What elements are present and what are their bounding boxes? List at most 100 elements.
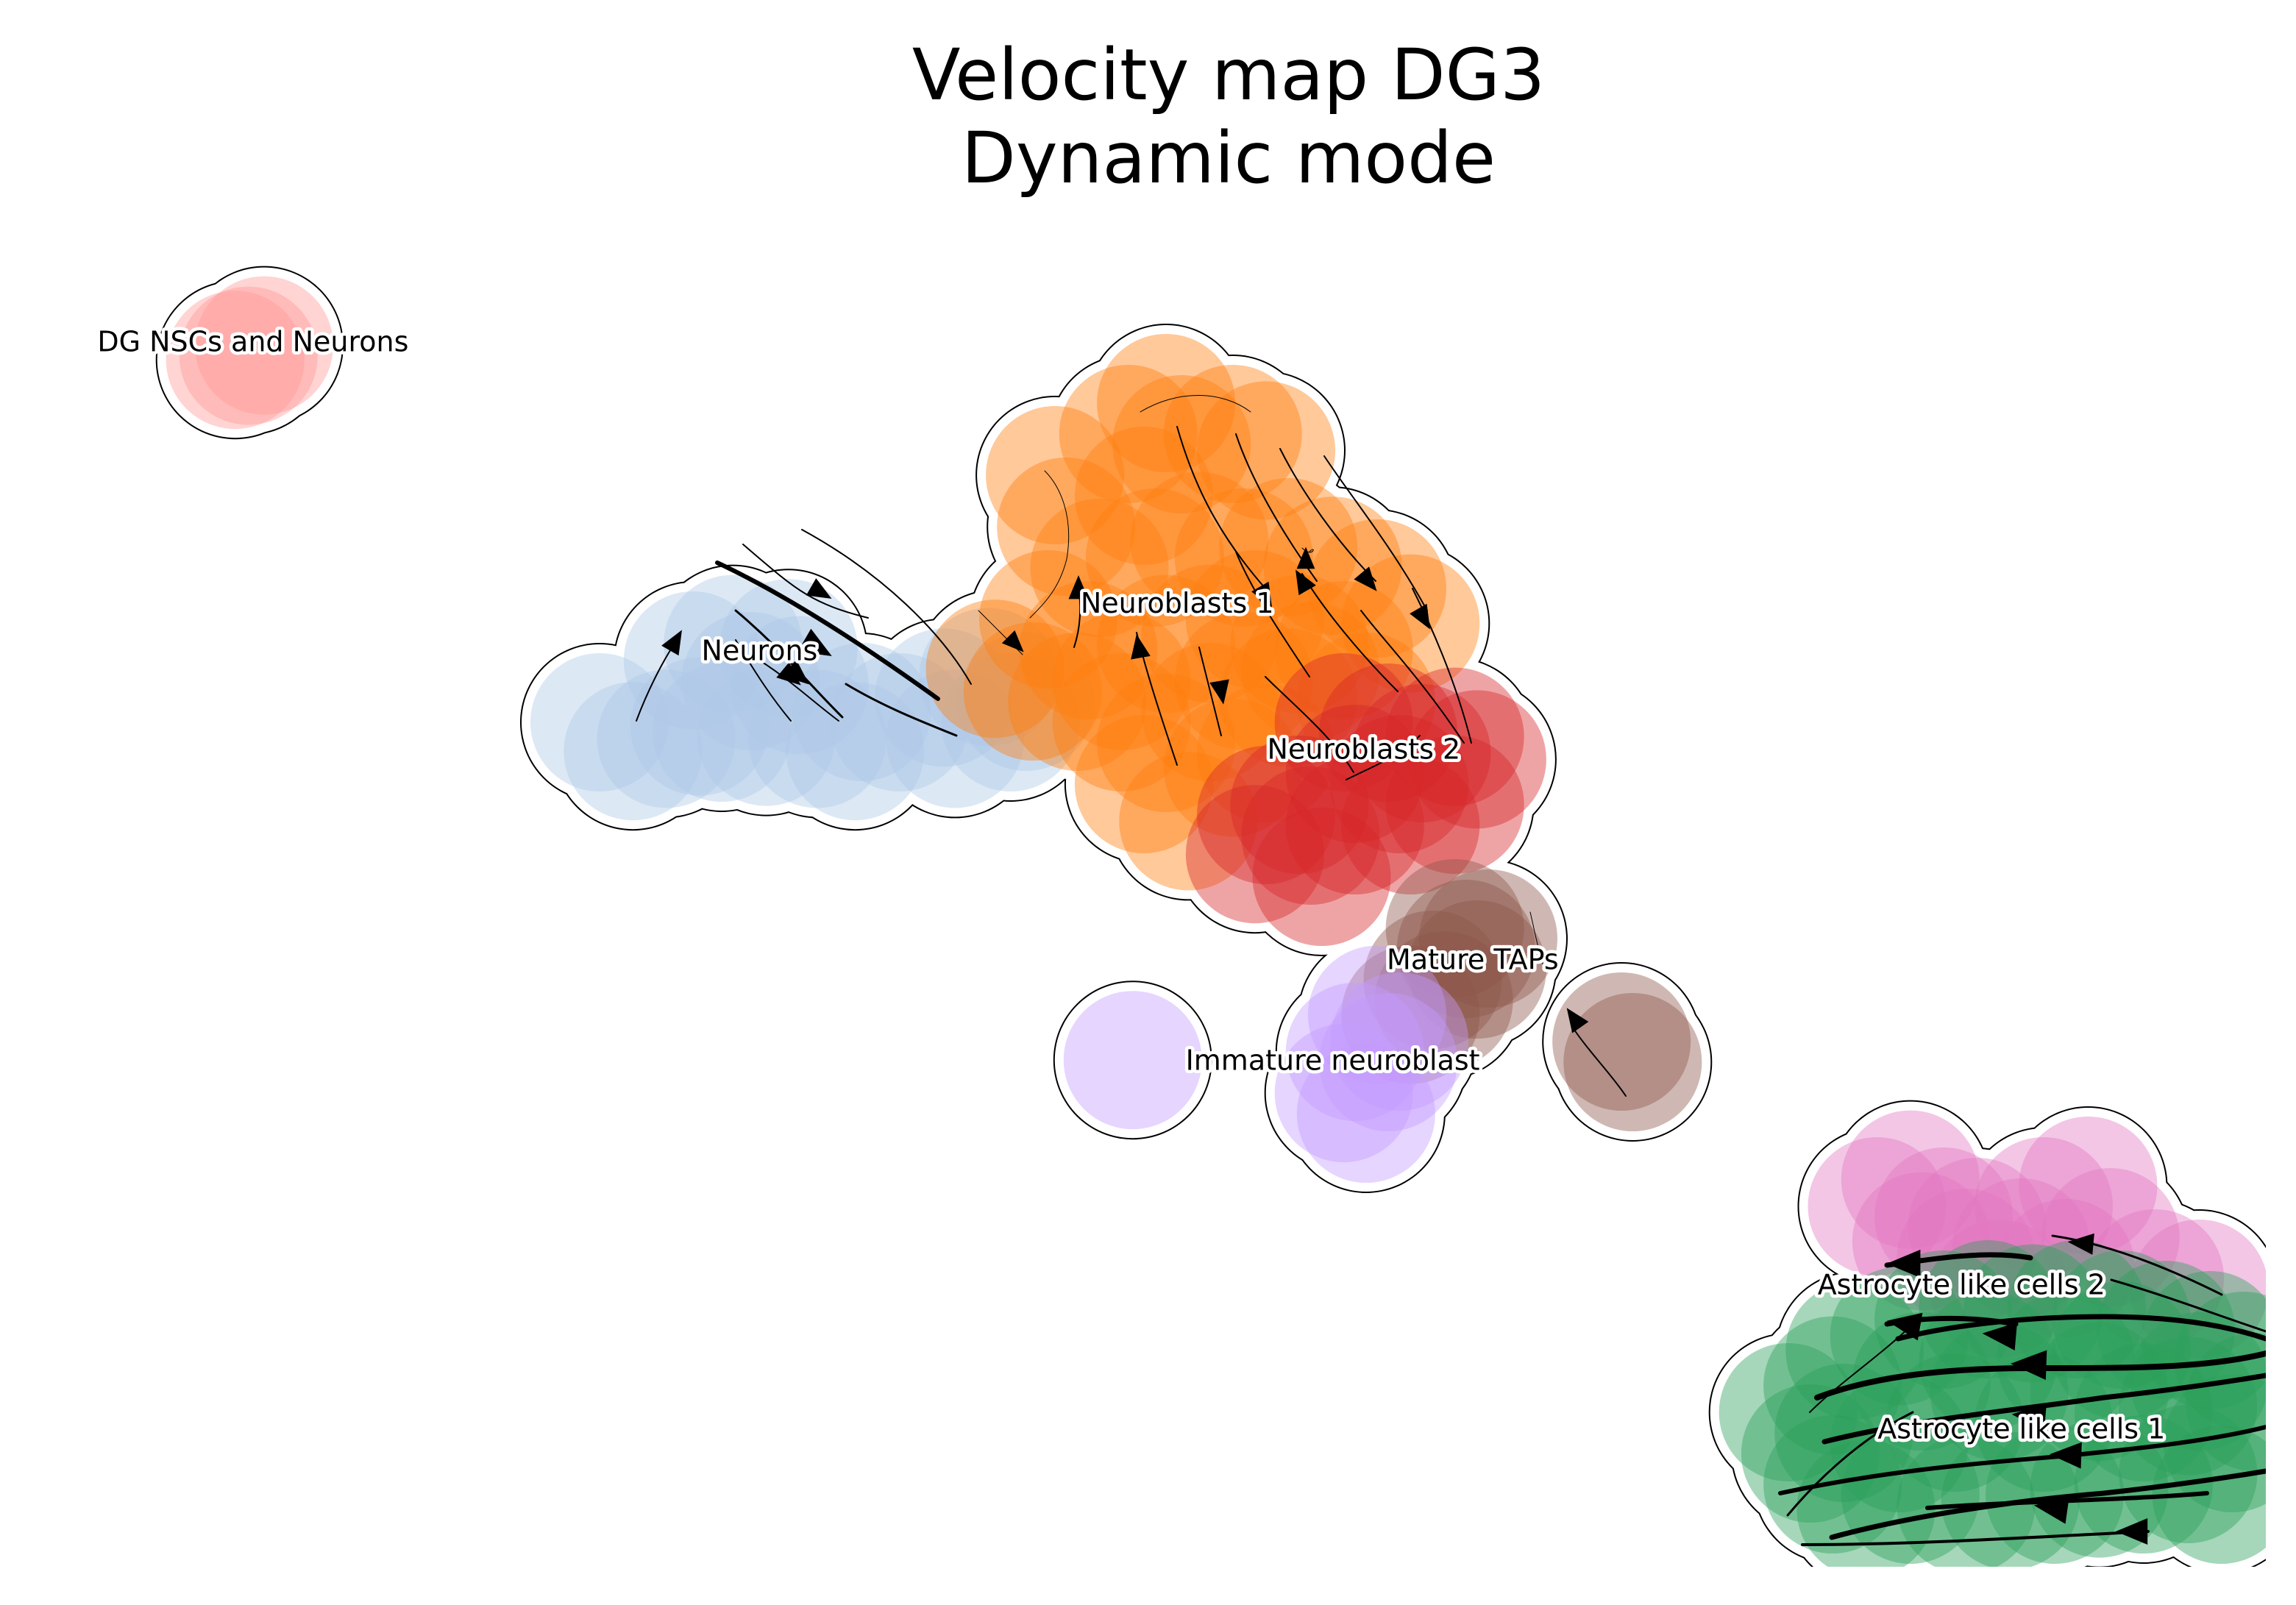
velocity-stream-1 (734, 609, 844, 719)
neurons-halo-18 (777, 673, 934, 830)
astrocyte-like-cells-1-point-6 (1919, 1240, 2058, 1378)
velocity-stream-6 (742, 544, 869, 619)
velocity-arrowhead-30 (2011, 1350, 2047, 1380)
velocity-arrowhead-3 (661, 630, 682, 656)
astrocyte-like-cells-1-point-1 (1741, 1384, 1880, 1523)
neurons-point-2 (623, 591, 762, 730)
velocity-stream-12 (1198, 647, 1222, 736)
astrocyte-like-cells-2-point-10 (2130, 1220, 2266, 1358)
astrocyte-like-cells-1-point-34 (1997, 1292, 2136, 1430)
neuroblasts-1-point-19 (1097, 574, 1236, 713)
neurons-point-1 (719, 579, 858, 718)
astrocyte-like-cells-2-point-12 (1852, 1172, 1991, 1311)
astrocyte-like-cells-1-point-9 (2052, 1250, 2191, 1389)
velocity-stream-5 (845, 683, 958, 737)
velocity-stream-4 (735, 639, 792, 722)
points-layer (166, 276, 2266, 1567)
dg-nscs-and-neurons-point-0 (179, 286, 318, 425)
velocity-stream-38 (2110, 1278, 2266, 1333)
neuroblasts-1-point-28 (1141, 643, 1280, 781)
velocity-arrowhead-37 (2067, 1233, 2094, 1255)
dg-nscs-and-neurons-label: DG NSCs and Neurons (97, 325, 408, 357)
astrocyte-like-cells-1-point-8 (2008, 1240, 2147, 1378)
neuroblasts-1-point-31 (1074, 715, 1213, 853)
mature-taps-point-8 (1563, 993, 1702, 1131)
neuroblasts-1-point-37 (925, 599, 1065, 739)
neuroblasts-2-halo-14 (1243, 799, 1400, 955)
astrocyte-like-cells-1-halo-37 (1766, 1355, 1922, 1511)
velocity-stream-16 (1323, 455, 1428, 611)
neuroblasts-2-point-7 (1230, 736, 1369, 874)
neuroblasts-2-point-0 (1274, 653, 1413, 791)
astrocyte-like-cells-2-point-5 (1952, 1178, 2091, 1317)
neuroblasts-1-point-23 (1274, 581, 1413, 719)
neurons-point-8 (747, 669, 886, 808)
neuroblasts-1-point-32 (1119, 752, 1258, 891)
mature-taps-point-4 (1363, 911, 1502, 1049)
velocity-arrowhead-32 (2050, 1442, 2082, 1469)
neurons-point-12 (919, 608, 1058, 747)
neurons-label: Neurons (702, 634, 818, 666)
neurons-point-18 (786, 682, 925, 821)
velocity-stream-29 (1895, 1314, 2266, 1342)
neuroblasts-1-point-0 (986, 406, 1125, 544)
velocity-arrowhead-13 (1251, 581, 1272, 608)
neuroblasts-1-point-3 (1074, 427, 1213, 565)
velocity-stream-21 (1140, 395, 1251, 413)
dg-nscs-and-neurons-point-2 (194, 276, 333, 415)
velocity-arrowhead-8 (1001, 630, 1024, 652)
neuroblasts-1-point-9 (1086, 488, 1224, 627)
cluster-fill-layer (157, 267, 2266, 1567)
cluster-labels: DG NSCs and Neurons Neurons Neuroblasts 1 N… (94, 322, 2169, 1448)
astrocyte-like-cells-2-point-8 (2041, 1168, 2180, 1306)
neuroblasts-1-label: Neuroblasts 1 (1081, 587, 1274, 619)
neurons-point-5 (597, 669, 736, 808)
neuroblasts-1-point-13 (1263, 497, 1402, 636)
velocity-stream-31 (1821, 1373, 2266, 1445)
neuroblasts-2-point-1 (1319, 663, 1458, 802)
neuroblasts-2-point-10 (1285, 756, 1424, 894)
mature-taps-point-7 (1552, 972, 1691, 1111)
astrocyte-like-cells-1-point-16 (1841, 1426, 1980, 1564)
plot-area (155, 266, 2266, 1567)
neuroblasts-2-point-13 (1185, 785, 1324, 924)
neurons-point-11 (875, 628, 1014, 767)
neurons-point-10 (830, 653, 969, 791)
velocity-stream-39 (1809, 1323, 1913, 1413)
immature-neuroblast-halo-6 (1321, 964, 1478, 1120)
velocity-streamlines (636, 395, 2266, 1546)
neurons-halo-19 (522, 644, 678, 800)
astrocyte-like-cells-1-point-37 (1774, 1364, 1913, 1502)
neuroblasts-1-point-16 (979, 550, 1118, 688)
velocity-arrowhead-25 (1566, 1008, 1589, 1033)
neurons-point-0 (664, 574, 803, 713)
velocity-stream-19 (1360, 610, 1465, 744)
velocity-arrowhead-29 (1982, 1322, 2017, 1350)
immature-neuroblast-point-6 (1330, 972, 1469, 1111)
astrocyte-like-cells-1-point-2 (1763, 1316, 1902, 1455)
velocity-stream-2 (750, 654, 839, 722)
velocity-stream-32 (1778, 1425, 2266, 1495)
velocity-stream-34 (1925, 1491, 2209, 1510)
mature-taps-halo-8 (1554, 984, 1711, 1140)
neuroblasts-1-point-17 (1019, 581, 1158, 719)
neuroblasts-1-point-5 (1112, 375, 1251, 513)
neuroblasts-1-point-4 (1097, 334, 1236, 472)
neuroblasts-1-point-20 (1141, 564, 1280, 703)
neuroblasts-2-point-12 (1385, 736, 1524, 874)
mature-taps-label: Mature TAPs (1387, 943, 1559, 975)
neurons-point-6 (630, 657, 769, 796)
velocity-stream-23 (1265, 676, 1354, 773)
velocity-stream-18 (1301, 573, 1398, 692)
astrocyte-like-cells-1-point-3 (1785, 1281, 1924, 1420)
neuroblasts-2-point-8 (1197, 746, 1335, 884)
astrocyte-like-cells-1-point-11 (2141, 1271, 2266, 1409)
velocity-arrowhead-15 (1354, 566, 1377, 591)
astrocyte-like-cells-1-halo-36 (2121, 1303, 2266, 1459)
velocity-arrowhead-6 (806, 578, 832, 599)
neurons-point-13 (956, 633, 1095, 771)
neuroblasts-1-point-25 (1008, 633, 1147, 771)
neurons-point-9 (792, 643, 931, 781)
velocity-arrowhead-4 (776, 662, 801, 686)
neuroblasts-1-point-10 (1130, 471, 1269, 611)
